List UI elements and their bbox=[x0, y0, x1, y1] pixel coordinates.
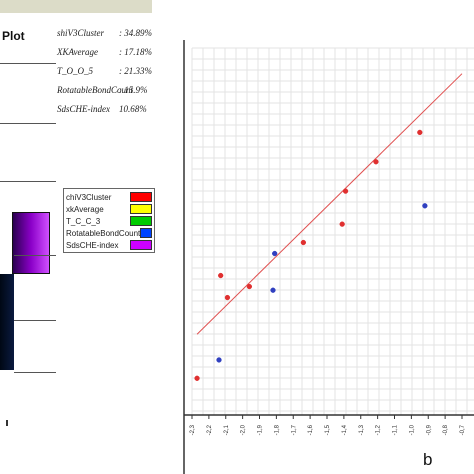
chart-svg: -2,3 -2,2 -2,1 -2,0 -1,9 -1,8 -1,7 -1,6 -1,5 -1,4… bbox=[183, 40, 474, 474]
panel-label: b bbox=[423, 450, 433, 469]
divider bbox=[0, 63, 56, 64]
x-tick-label: -1,0 bbox=[409, 424, 415, 435]
divider bbox=[14, 320, 56, 321]
x-tick-label: -2,2 bbox=[207, 424, 213, 435]
legend-item: chiV3Cluster bbox=[66, 191, 152, 203]
legend-item: xkAverage bbox=[66, 203, 152, 215]
divider bbox=[14, 372, 56, 373]
stat-label: XKAverage bbox=[57, 47, 98, 57]
legend-swatch bbox=[130, 204, 152, 214]
x-tick-label: -0,7 bbox=[460, 424, 466, 435]
trend-line bbox=[196, 73, 463, 335]
stat-row: T_O_O_5 : 21.33% bbox=[57, 66, 152, 85]
data-point bbox=[342, 188, 349, 194]
bar-navy bbox=[0, 274, 14, 370]
legend-item: RotatableBondCount bbox=[66, 227, 152, 239]
divider bbox=[0, 123, 56, 124]
legend-swatch bbox=[130, 240, 152, 250]
stat-row: RotatableBondCount: 15.9% bbox=[57, 85, 152, 104]
x-tick-label: -2,0 bbox=[241, 424, 247, 435]
legend: chiV3Cluster xkAverage T_C_C_3 Rotatable… bbox=[63, 188, 155, 253]
stat-label: T_O_O_5 bbox=[57, 66, 94, 76]
stats-list: shiV3Cluster : 34.89% XKAverage : 17.18% T… bbox=[57, 28, 152, 123]
stat-label: SdsCHE-index bbox=[57, 104, 110, 114]
x-tick-label: -1,8 bbox=[274, 424, 280, 435]
stat-value: : 21.33% bbox=[119, 66, 152, 76]
left-panel: Plot shiV3Cluster : 34.89% XKAverage : 17.… bbox=[0, 0, 170, 474]
x-tick-label: -1,6 bbox=[308, 424, 314, 435]
plot-title: Plot bbox=[2, 29, 25, 43]
legend-swatch bbox=[140, 228, 152, 238]
x-tick-label: -0,9 bbox=[426, 424, 432, 435]
data-point bbox=[272, 250, 278, 257]
stat-row: shiV3Cluster : 34.89% bbox=[57, 28, 152, 47]
stat-value: : 34.89% bbox=[119, 28, 152, 38]
tick-mark bbox=[6, 420, 8, 426]
data-point bbox=[270, 287, 276, 293]
scatter-chart: -2,3 -2,2 -2,1 -2,0 -1,9 -1,8 -1,7 -1,6 -1,5 -1,4… bbox=[172, 0, 474, 474]
data-point bbox=[218, 272, 224, 279]
stat-label: RotatableBondCount bbox=[57, 85, 133, 95]
x-tick-label: -1,7 bbox=[291, 424, 297, 435]
legend-item: T_C_C_3 bbox=[66, 215, 152, 227]
legend-item: SdsCHE-index bbox=[66, 239, 152, 251]
data-point bbox=[373, 159, 379, 165]
bar-purple bbox=[12, 212, 50, 274]
data-point bbox=[300, 239, 307, 246]
divider bbox=[14, 255, 56, 256]
x-tick-label: -1,1 bbox=[393, 424, 399, 435]
stat-value: : 15.9% bbox=[119, 85, 148, 95]
data-point bbox=[224, 294, 231, 301]
data-point bbox=[339, 221, 345, 227]
legend-swatch bbox=[130, 216, 152, 226]
data-point bbox=[194, 375, 200, 381]
stat-label: shiV3Cluster bbox=[57, 28, 105, 38]
x-tick-label: -0,8 bbox=[443, 424, 449, 435]
x-tick-label: -2,1 bbox=[224, 424, 230, 435]
data-point bbox=[417, 129, 423, 136]
x-tick-label: -2,3 bbox=[190, 424, 196, 435]
x-tick-label: -1,3 bbox=[359, 424, 365, 435]
stat-row: SdsCHE-index 10.68% bbox=[57, 104, 152, 123]
legend-label: SdsCHE-index bbox=[66, 240, 119, 250]
divider bbox=[0, 181, 56, 182]
legend-label: xkAverage bbox=[66, 204, 104, 214]
x-tick-label: -1,4 bbox=[342, 424, 348, 435]
legend-label: T_C_C_3 bbox=[66, 216, 101, 226]
title-strip bbox=[0, 0, 152, 13]
legend-label: chiV3Cluster bbox=[66, 192, 112, 202]
stat-value: : 17.18% bbox=[119, 47, 152, 57]
legend-swatch bbox=[130, 192, 152, 202]
x-tick-label: -1,5 bbox=[325, 424, 331, 435]
x-tick-label: -1,9 bbox=[258, 424, 264, 435]
data-point bbox=[422, 203, 428, 209]
data-point bbox=[246, 283, 253, 290]
data-point bbox=[216, 357, 222, 363]
stat-value: 10.68% bbox=[119, 104, 147, 114]
legend-label: RotatableBondCount bbox=[66, 228, 141, 238]
stat-row: XKAverage : 17.18% bbox=[57, 47, 152, 66]
x-tick-label: -1,2 bbox=[376, 424, 382, 435]
